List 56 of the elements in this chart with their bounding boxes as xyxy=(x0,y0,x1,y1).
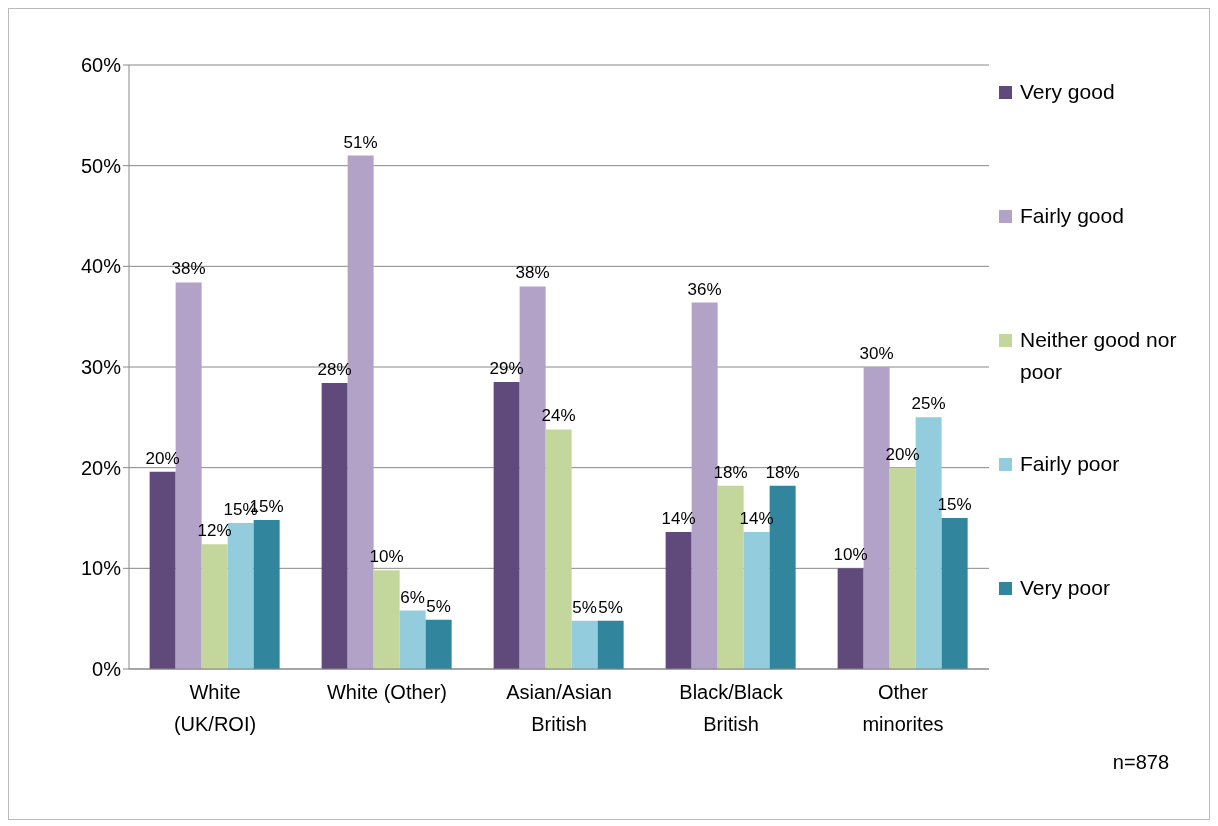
bar xyxy=(373,570,400,669)
data-label: 28% xyxy=(317,360,352,380)
data-label: 5% xyxy=(572,597,597,617)
y-tick-label: 30% xyxy=(80,356,122,379)
bar xyxy=(201,544,228,669)
data-label: 38% xyxy=(171,259,206,279)
x-tick-label: White (Other) xyxy=(326,681,448,703)
legend-label: Neither good nor poor xyxy=(1020,327,1178,385)
data-label: 5% xyxy=(426,596,451,616)
bar xyxy=(425,619,452,669)
legend-label: Fairly good xyxy=(1020,203,1125,229)
data-label: 10% xyxy=(369,547,404,567)
data-label: 18% xyxy=(765,462,800,482)
bar xyxy=(837,568,864,669)
data-label: 12% xyxy=(197,521,232,541)
bar xyxy=(571,620,598,669)
bar xyxy=(149,471,176,669)
y-tick-label: 20% xyxy=(80,456,122,479)
data-label: 51% xyxy=(343,132,378,152)
x-tick-label: Asian/Asian British xyxy=(506,681,612,735)
bar xyxy=(493,382,520,669)
bar xyxy=(321,383,348,669)
y-tick-label: 10% xyxy=(80,557,122,580)
x-tick-label: Black/Black British xyxy=(679,681,784,735)
data-label: 30% xyxy=(859,344,894,363)
data-label: 15% xyxy=(937,495,972,514)
data-label: 29% xyxy=(489,359,524,379)
data-label: 20% xyxy=(145,448,180,468)
data-label: 14% xyxy=(661,509,696,529)
y-tick-label: 40% xyxy=(80,255,122,278)
x-tick-label: Other minorites xyxy=(862,681,944,735)
data-label: 10% xyxy=(833,545,868,565)
bar xyxy=(743,532,770,669)
data-label: 24% xyxy=(541,406,576,426)
bar xyxy=(597,620,624,669)
data-label: 5% xyxy=(598,597,623,617)
legend-label: Fairly poor xyxy=(1020,451,1121,477)
legend-label: Very good xyxy=(1020,79,1116,105)
y-tick-label: 50% xyxy=(80,154,122,177)
bar xyxy=(399,610,426,669)
bar xyxy=(889,467,916,669)
data-label: 6% xyxy=(400,587,425,607)
x-tick-label: White (UK/ROI) xyxy=(173,681,257,735)
bar xyxy=(545,429,572,669)
legend-label: Very poor xyxy=(1020,575,1111,601)
bar xyxy=(665,532,692,669)
data-label: 20% xyxy=(885,444,920,464)
data-label: 25% xyxy=(911,394,946,414)
data-label: 18% xyxy=(713,462,748,482)
bar xyxy=(941,518,968,669)
data-label: 38% xyxy=(515,263,550,283)
data-label: 36% xyxy=(687,279,722,299)
y-tick-label: 0% xyxy=(92,658,122,681)
y-tick-label: 60% xyxy=(80,54,122,77)
bar xyxy=(253,520,280,669)
text: n=878 xyxy=(1112,751,1169,774)
